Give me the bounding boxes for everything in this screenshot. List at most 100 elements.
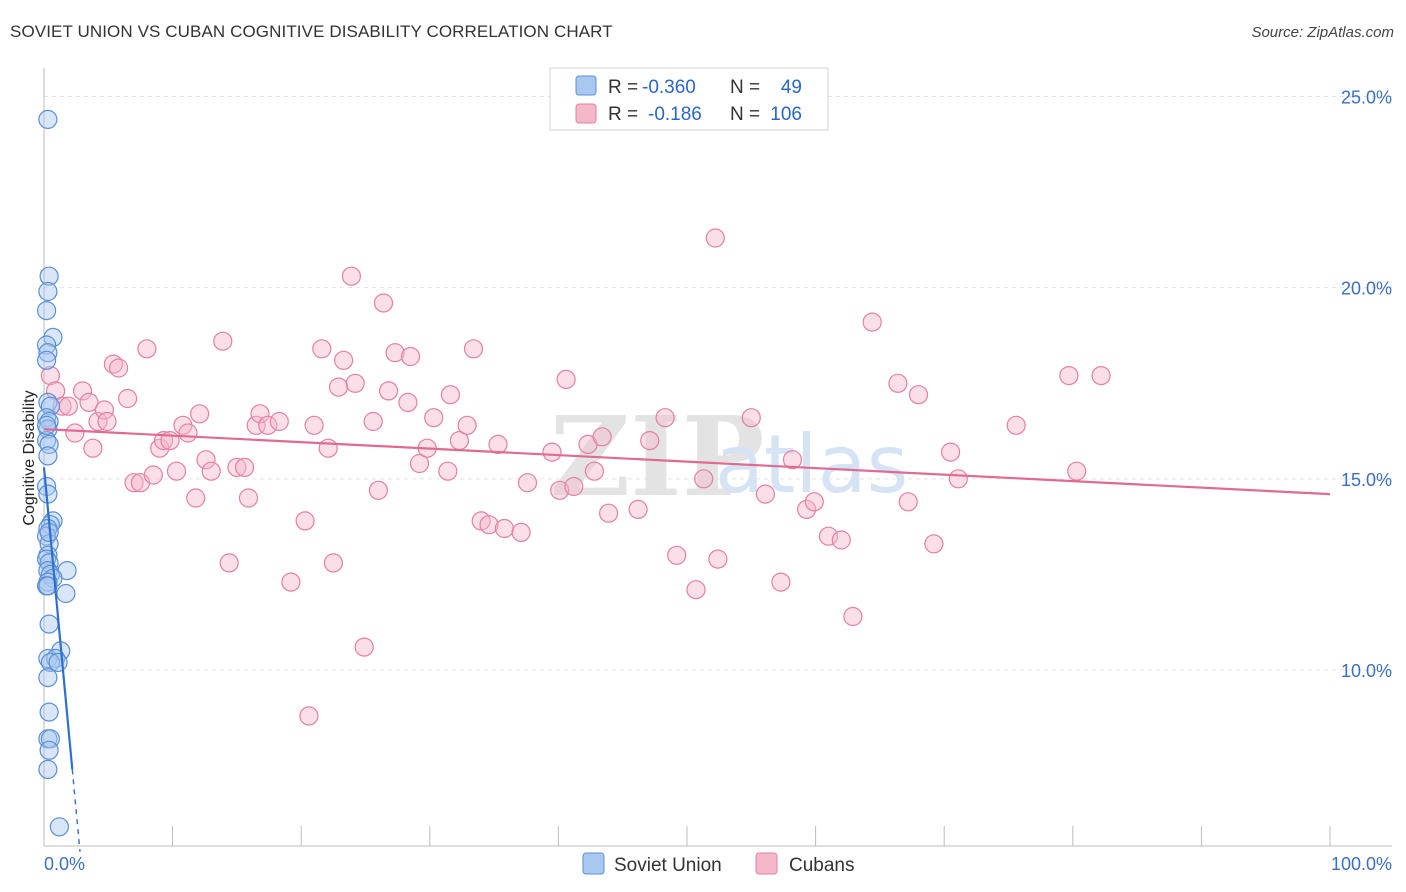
soviet-point bbox=[39, 702, 59, 722]
soviet-point bbox=[38, 343, 58, 363]
cuban-point bbox=[556, 369, 576, 389]
cuban-point bbox=[269, 411, 289, 432]
legend-n-label-soviet: N = bbox=[730, 77, 760, 98]
series-legend: Soviet Union Cubans bbox=[582, 852, 855, 876]
cuban-point bbox=[65, 423, 85, 443]
cuban-point bbox=[667, 545, 687, 565]
cuban-point bbox=[250, 404, 270, 424]
cuban-point bbox=[58, 396, 79, 416]
soviet-point bbox=[38, 576, 58, 596]
cuban-point bbox=[400, 346, 421, 367]
cuban-point bbox=[368, 480, 388, 500]
cuban-point bbox=[564, 476, 584, 497]
cuban-point bbox=[345, 373, 365, 393]
soviet-trend-extension bbox=[71, 769, 81, 852]
soviet-point bbox=[36, 415, 57, 435]
cuban-point bbox=[628, 499, 648, 519]
cuban-point bbox=[79, 392, 99, 412]
cuban-point bbox=[488, 434, 508, 454]
soviet-point bbox=[36, 301, 57, 321]
legend-r-value-soviet: -0.360 bbox=[642, 77, 696, 98]
trend-lines bbox=[42, 428, 1331, 852]
cuban-point bbox=[299, 706, 319, 726]
cuban-point bbox=[705, 228, 725, 248]
cuban-point bbox=[409, 453, 430, 474]
legend-swatch-soviet bbox=[575, 75, 597, 96]
cuban-point bbox=[1091, 366, 1111, 386]
cuban-point bbox=[94, 400, 115, 420]
cuban-point bbox=[598, 503, 619, 523]
soviet-point bbox=[38, 759, 58, 780]
cuban-point bbox=[898, 492, 918, 512]
cuban-point bbox=[438, 461, 458, 481]
cuban-point bbox=[323, 553, 343, 573]
cuban-point bbox=[511, 522, 531, 543]
cuban-point bbox=[258, 415, 278, 435]
cuban-point bbox=[363, 411, 383, 432]
cuban-point bbox=[190, 404, 210, 424]
cuban-point bbox=[304, 415, 324, 435]
cuban-point bbox=[686, 580, 706, 600]
cuban-point bbox=[117, 388, 138, 409]
cuban-point bbox=[592, 427, 612, 447]
legend-n-value-cubans: 106 bbox=[770, 104, 802, 125]
chart-title: SOVIET UNION VS CUBAN COGNITIVE DISABILI… bbox=[10, 22, 613, 41]
cuban-point bbox=[295, 511, 315, 531]
soviet-trend-line bbox=[42, 467, 74, 770]
soviet-point bbox=[43, 327, 63, 347]
cuban-point bbox=[246, 415, 266, 435]
cuban-point bbox=[213, 331, 233, 351]
legend-n-label-cubans: N = bbox=[730, 104, 760, 125]
soviet-point bbox=[49, 817, 70, 837]
cuban-point bbox=[908, 385, 929, 405]
soviet-point bbox=[48, 652, 68, 673]
cuban-point bbox=[354, 637, 374, 657]
bottom-legend-swatch-cubans bbox=[755, 852, 778, 875]
y-axis-title: Cognitive Disability bbox=[21, 390, 38, 525]
cuban-point bbox=[334, 350, 354, 370]
cuban-point bbox=[1006, 415, 1026, 435]
cuban-point bbox=[312, 339, 332, 359]
y-tick-label: 15.0% bbox=[1341, 470, 1392, 490]
cuban-point bbox=[40, 366, 61, 386]
cuban-point bbox=[124, 473, 144, 493]
source-label: Source: ZipAtlas.com bbox=[1251, 24, 1394, 41]
cuban-point bbox=[201, 461, 221, 481]
cuban-point bbox=[281, 572, 301, 592]
cubans-points bbox=[40, 228, 1111, 726]
legend-r-value-cubans: -0.186 bbox=[648, 104, 702, 125]
soviet-point bbox=[56, 583, 76, 604]
cuban-point bbox=[640, 431, 660, 451]
cuban-point bbox=[708, 549, 728, 569]
cuban-point bbox=[804, 492, 824, 512]
legend-n-value-soviet: 49 bbox=[781, 77, 802, 98]
cuban-point bbox=[328, 377, 349, 397]
cuban-point bbox=[1059, 366, 1079, 386]
soviet-point bbox=[40, 396, 61, 416]
soviet-point bbox=[38, 281, 58, 302]
cuban-point bbox=[398, 392, 418, 412]
cuban-point bbox=[97, 411, 117, 432]
soviet-point bbox=[36, 335, 57, 355]
cuban-point bbox=[924, 534, 944, 554]
cuban-point bbox=[143, 465, 163, 485]
cuban-point bbox=[227, 457, 247, 477]
cuban-point bbox=[235, 457, 255, 477]
cuban-point bbox=[108, 358, 129, 378]
cubans-trend-line bbox=[43, 428, 1331, 496]
correlation-legend: R = -0.360 N = 49 R = -0.186 N = 106 bbox=[549, 67, 829, 131]
cuban-point bbox=[948, 469, 968, 489]
cuban-point bbox=[771, 572, 791, 592]
cuban-point bbox=[796, 499, 817, 519]
y-tick-label: 10.0% bbox=[1341, 661, 1392, 681]
cuban-point bbox=[755, 484, 776, 504]
cuban-point bbox=[72, 381, 93, 401]
cuban-point bbox=[862, 312, 882, 332]
x-axis-ticks bbox=[172, 826, 1331, 846]
soviet-point bbox=[39, 614, 59, 634]
cuban-point bbox=[782, 450, 803, 470]
soviet-point bbox=[38, 446, 58, 466]
cuban-point bbox=[385, 343, 405, 363]
cuban-point bbox=[655, 408, 675, 428]
